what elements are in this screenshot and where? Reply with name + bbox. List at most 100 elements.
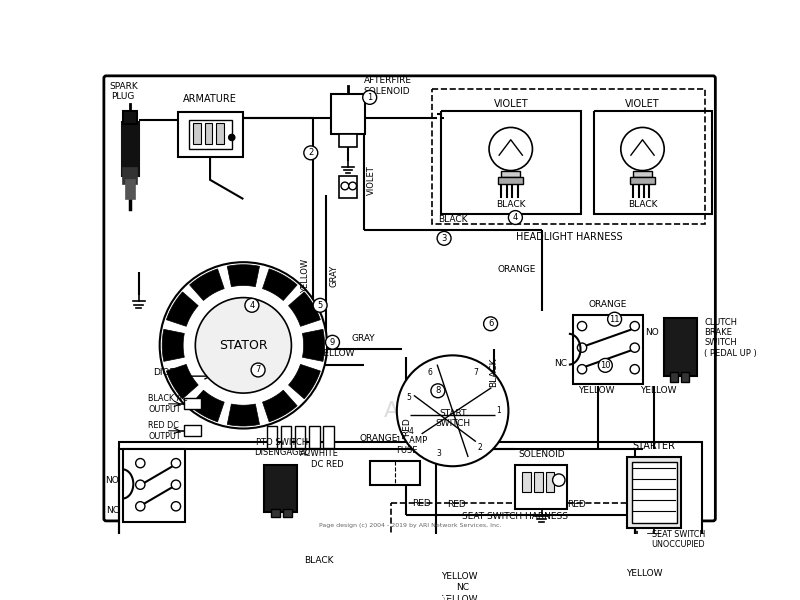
Text: 5: 5	[318, 301, 322, 310]
Polygon shape	[166, 292, 198, 326]
Polygon shape	[262, 390, 297, 422]
Text: NC: NC	[554, 359, 567, 368]
Bar	[522, 472, 531, 491]
Text: YELLOW: YELLOW	[626, 569, 662, 578]
Bar	[424, 544, 436, 559]
Text: PTO SWITCH
DISENGAGED: PTO SWITCH DISENGAGED	[254, 437, 310, 457]
Circle shape	[509, 211, 522, 224]
Circle shape	[598, 358, 612, 372]
Bar	[664, 319, 697, 376]
Bar	[370, 461, 420, 485]
Bar	[123, 110, 138, 124]
Polygon shape	[227, 265, 259, 287]
Text: 9: 9	[330, 338, 335, 347]
Text: ORANGE: ORANGE	[498, 265, 536, 274]
Bar	[189, 120, 232, 149]
Bar	[178, 112, 243, 157]
Text: NC: NC	[106, 506, 119, 515]
Text: RED: RED	[412, 499, 431, 508]
Text: GRAY: GRAY	[330, 265, 338, 287]
Text: 11: 11	[610, 314, 620, 323]
Bar	[283, 509, 292, 517]
Text: SEAT SWITCH HARNESS: SEAT SWITCH HARNESS	[462, 512, 569, 521]
Text: 4: 4	[250, 301, 254, 310]
Text: 3: 3	[442, 234, 446, 243]
Bar	[502, 170, 520, 177]
Polygon shape	[289, 292, 320, 326]
Bar	[123, 449, 186, 523]
Circle shape	[326, 335, 339, 349]
Text: RED: RED	[447, 500, 466, 509]
Circle shape	[136, 458, 145, 468]
Text: DC RED: DC RED	[310, 460, 343, 469]
Bar	[363, 545, 373, 559]
Circle shape	[621, 127, 664, 170]
Bar	[323, 426, 334, 448]
Text: SOLENOID: SOLENOID	[518, 449, 565, 458]
Text: 4: 4	[513, 213, 518, 222]
Text: ACWHITE: ACWHITE	[300, 449, 339, 458]
Circle shape	[160, 262, 327, 428]
Text: Page design (c) 2004 - 2019 by ARI Network Services, Inc.: Page design (c) 2004 - 2019 by ARI Netwo…	[318, 523, 502, 528]
Text: 7: 7	[473, 368, 478, 377]
Circle shape	[397, 355, 509, 466]
Text: BLACK AC
OUTPUT: BLACK AC OUTPUT	[148, 394, 188, 413]
Bar	[281, 426, 291, 448]
Text: 7: 7	[255, 365, 261, 374]
Bar	[216, 123, 224, 145]
Text: STATOR: STATOR	[219, 339, 268, 352]
Bar	[294, 426, 306, 448]
Circle shape	[578, 365, 586, 374]
Text: 3: 3	[437, 449, 442, 458]
Text: RED DC
OUTPUT: RED DC OUTPUT	[148, 421, 181, 440]
Text: NO: NO	[645, 328, 658, 337]
Bar	[340, 557, 466, 600]
Polygon shape	[190, 269, 224, 301]
Bar	[122, 122, 138, 176]
Text: BLACK: BLACK	[305, 556, 334, 565]
Text: RED: RED	[567, 500, 586, 509]
Text: 1: 1	[496, 406, 501, 415]
Bar	[498, 177, 523, 184]
Circle shape	[520, 578, 525, 583]
Circle shape	[529, 578, 534, 583]
Bar	[266, 426, 278, 448]
Circle shape	[362, 91, 377, 104]
Polygon shape	[302, 329, 325, 361]
Circle shape	[304, 146, 318, 160]
Text: GRAY: GRAY	[352, 334, 375, 343]
Circle shape	[229, 134, 235, 140]
Circle shape	[496, 578, 501, 583]
Text: AFTERFIRE
SOLENOID: AFTERFIRE SOLENOID	[363, 76, 411, 95]
Text: Parts.com™: Parts.com™	[415, 404, 498, 418]
FancyBboxPatch shape	[104, 76, 715, 521]
Polygon shape	[162, 329, 184, 361]
Bar	[123, 168, 138, 184]
Text: NC: NC	[457, 583, 470, 592]
Text: RED: RED	[402, 417, 411, 436]
Bar	[205, 123, 212, 145]
Text: -: -	[360, 587, 367, 600]
Text: 5: 5	[406, 392, 411, 401]
Text: 15 AMP
FUSE: 15 AMP FUSE	[396, 436, 427, 455]
Text: ARI: ARI	[384, 401, 421, 421]
Circle shape	[313, 298, 327, 312]
Circle shape	[630, 365, 639, 374]
Text: SPARK
PLUG: SPARK PLUG	[109, 82, 138, 101]
Circle shape	[630, 343, 639, 352]
Circle shape	[136, 480, 145, 490]
Circle shape	[493, 559, 536, 600]
Bar	[338, 134, 358, 148]
Text: BLACK: BLACK	[628, 200, 658, 209]
Text: YELLOW: YELLOW	[318, 349, 354, 358]
Text: 2: 2	[478, 443, 482, 452]
Text: YELLOW: YELLOW	[640, 386, 676, 395]
Text: VIOLET: VIOLET	[494, 99, 528, 109]
Circle shape	[489, 127, 533, 170]
Text: 10: 10	[600, 361, 610, 370]
Text: YELLOW: YELLOW	[441, 572, 478, 581]
Circle shape	[136, 502, 145, 511]
Circle shape	[484, 317, 498, 331]
Text: VIOLET: VIOLET	[366, 165, 376, 194]
Circle shape	[505, 578, 510, 583]
